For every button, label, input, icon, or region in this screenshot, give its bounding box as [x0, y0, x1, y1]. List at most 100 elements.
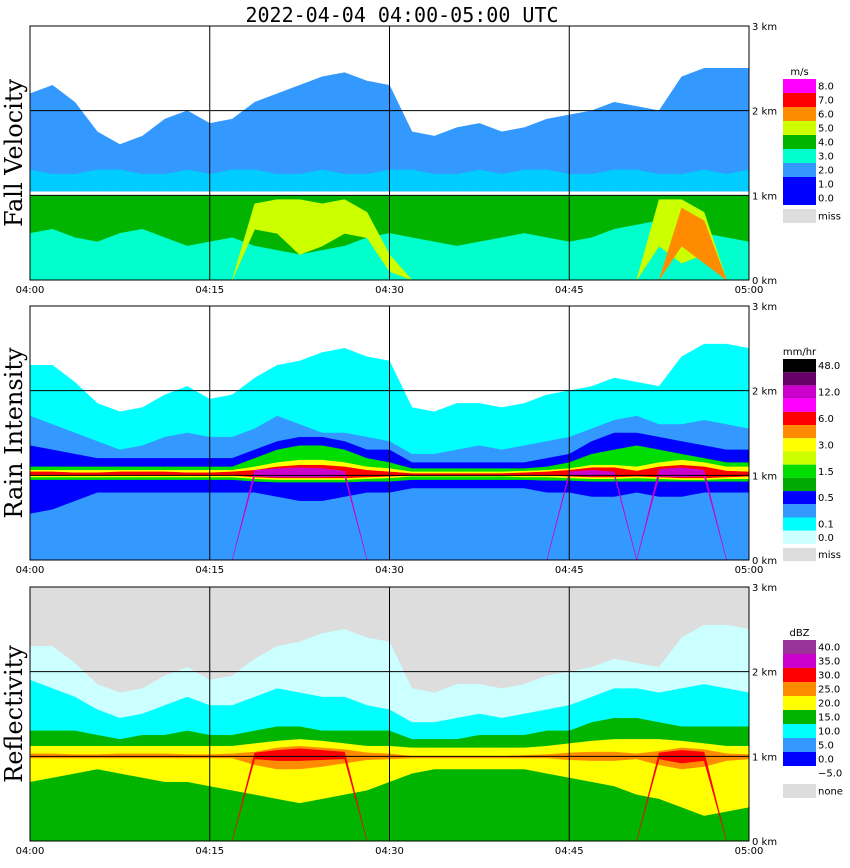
- legend-label: 0.1: [818, 520, 834, 531]
- plot-frame: [29, 586, 750, 842]
- x-tick-label: 04:00: [16, 285, 45, 296]
- legend-swatch: [783, 372, 816, 386]
- legend-swatch: [783, 464, 816, 478]
- x-tick-label: 04:30: [375, 285, 404, 296]
- y-tick-label: 0 km: [752, 276, 777, 287]
- legend-label: 0.5: [818, 493, 834, 504]
- y-tick-label: 2 km: [752, 107, 777, 118]
- legend-label: 8.0: [818, 82, 834, 93]
- data-layer-7: [30, 467, 749, 561]
- legend-label: 20.0: [818, 699, 840, 710]
- legend-swatch: [783, 425, 816, 439]
- legend-swatch: [783, 359, 816, 373]
- x-tick-label: 04:15: [195, 565, 224, 576]
- legend-label: −5.0: [818, 769, 842, 780]
- legend-label: 2.0: [818, 166, 834, 177]
- legend-label: 10.0: [818, 727, 840, 738]
- legend-swatch: [783, 398, 816, 412]
- y-tick-label: 3 km: [752, 302, 777, 313]
- y-tick-label: 2 km: [752, 668, 777, 679]
- x-tick-label: 04:30: [375, 565, 404, 576]
- legend-swatch: [783, 738, 816, 752]
- legend-label: 1.5: [818, 467, 834, 478]
- legend-swatch: [783, 547, 816, 562]
- y-tick-label: 0 km: [752, 837, 777, 848]
- legend-swatch: [783, 411, 816, 426]
- y-tick-label: 3 km: [752, 22, 777, 33]
- legend-label: miss: [818, 212, 841, 223]
- legend-label: miss: [818, 550, 841, 561]
- legend-swatch: [783, 191, 816, 205]
- x-tick-label: 04:30: [375, 846, 404, 857]
- legend-swatch: [783, 135, 816, 149]
- chart-title: 2022-04-04 04:00-05:00 UTC: [245, 3, 558, 27]
- panel-3: 0 km 1 km 2 km 3 km 04:00 04:15 04:30 04:45 05:0…: [0, 583, 843, 857]
- legend-label: none: [818, 787, 843, 798]
- legend-label: 6.0: [818, 110, 834, 121]
- legend-unit: m/s: [790, 67, 808, 78]
- legend-swatch: [783, 530, 816, 544]
- legend-swatch: [783, 710, 816, 724]
- y-tick-label: 0 km: [752, 556, 777, 567]
- panel-1: 0 km 1 km 2 km 3 km 04:00 04:15 04:30 04:45 05:0…: [0, 22, 841, 296]
- x-tick-label: 04:15: [195, 846, 224, 857]
- plot-frame: [29, 305, 750, 561]
- legend-label: 0.0: [818, 194, 834, 205]
- y-axis-label: Rain Intensity: [0, 347, 28, 519]
- legend-swatch: [783, 121, 816, 135]
- legend-label: 1.0: [818, 180, 834, 191]
- legend-label: 30.0: [818, 671, 840, 682]
- legend-swatch: [783, 209, 816, 223]
- x-tick-label: 04:45: [555, 565, 584, 576]
- legend-label: 25.0: [818, 685, 840, 696]
- legend-swatch: [783, 93, 816, 107]
- legend-swatch: [783, 696, 816, 710]
- legend-label: 3.0: [818, 440, 834, 451]
- x-tick-label: 04:45: [555, 285, 584, 296]
- legend-swatch: [783, 682, 816, 696]
- y-tick-label: 3 km: [752, 583, 777, 594]
- x-tick-label: 05:00: [735, 285, 764, 296]
- legend-swatch: [783, 668, 816, 682]
- x-tick-label: 05:00: [735, 565, 764, 576]
- legend-swatch: [783, 724, 816, 738]
- legend-label: 35.0: [818, 657, 840, 668]
- legend-swatch: [783, 766, 816, 780]
- legend-swatch: [783, 385, 816, 399]
- legend-label: 15.0: [818, 713, 840, 724]
- legend-label: 4.0: [818, 138, 834, 149]
- x-tick-label: 04:15: [195, 285, 224, 296]
- y-tick-label: 1 km: [752, 471, 777, 482]
- legend-swatch: [783, 477, 816, 492]
- x-tick-label: 05:00: [735, 846, 764, 857]
- legend-swatch: [783, 107, 816, 121]
- legend-swatch: [783, 438, 816, 452]
- legend-label: 0.0: [818, 533, 834, 544]
- legend-label: 0.0: [818, 755, 834, 766]
- y-tick-label: 2 km: [752, 387, 777, 398]
- legend-swatch: [783, 654, 816, 668]
- y-tick-label: 1 km: [752, 191, 777, 202]
- legend-swatch: [783, 504, 816, 518]
- legend-label: 7.0: [818, 96, 834, 107]
- legend-unit: dBZ: [789, 628, 809, 639]
- data-layer-6: [30, 748, 749, 842]
- legend-swatch: [783, 177, 816, 191]
- y-tick-label: 1 km: [752, 752, 777, 763]
- legend-label: 12.0: [818, 388, 840, 399]
- x-tick-label: 04:00: [16, 846, 45, 857]
- plot-frame: [29, 25, 750, 281]
- x-tick-label: 04:00: [16, 565, 45, 576]
- legend-swatch: [783, 451, 816, 465]
- legend-label: 48.0: [818, 361, 840, 372]
- legend-swatch: [783, 149, 816, 163]
- legend-swatch: [783, 517, 816, 531]
- legend-swatch: [783, 163, 816, 177]
- legend-label: 3.0: [818, 152, 834, 163]
- legend-swatch: [783, 752, 816, 766]
- legend-label: 40.0: [818, 643, 840, 654]
- y-axis-label: Reflectivity: [0, 645, 28, 783]
- legend-label: 5.0: [818, 124, 834, 135]
- panel-2: 0 km 1 km 2 km 3 km 04:00 04:15 04:30 04:45 05:0…: [0, 302, 841, 576]
